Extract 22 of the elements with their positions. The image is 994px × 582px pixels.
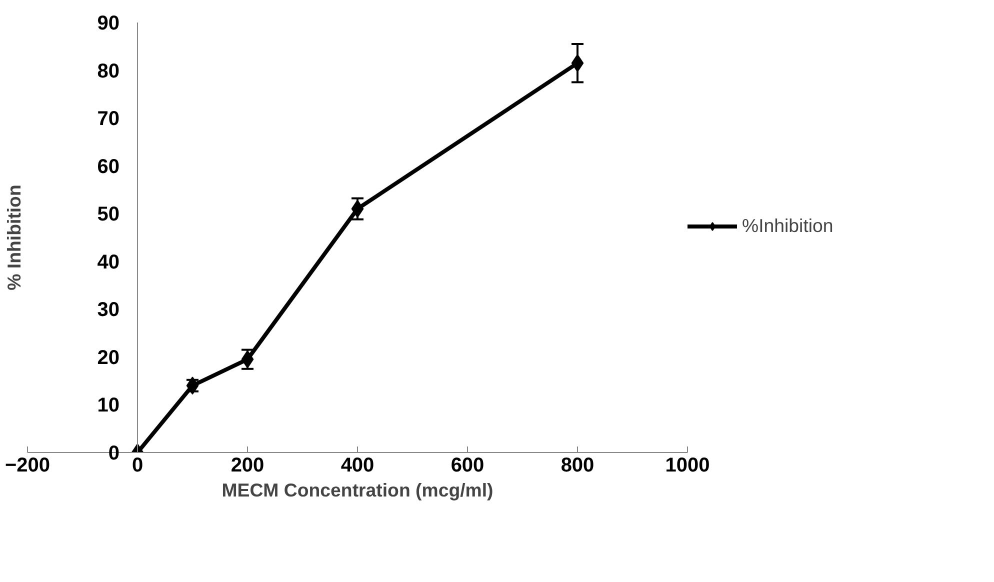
y-tick-label: 50 — [97, 204, 120, 226]
y-tick-label: 30 — [97, 299, 120, 322]
y-tick-label: 60 — [97, 156, 120, 178]
y-tick-label: 10 — [97, 394, 120, 417]
y-tick-label: 90 — [97, 12, 120, 34]
x-tick-label: 200 — [230, 454, 264, 476]
point — [186, 376, 199, 395]
x-tick-label: 0 — [132, 454, 144, 476]
x-tick-label: −200 — [4, 454, 50, 476]
x-tick-label: 800 — [560, 454, 594, 476]
legend-label: %Inhibition — [742, 215, 834, 237]
point — [571, 54, 584, 72]
x-tick-label: 600 — [450, 454, 484, 476]
y-tick-label: 20 — [97, 346, 120, 369]
y-axis-title: % Inhibition — [3, 184, 24, 290]
y-tick-label: 40 — [97, 251, 120, 274]
y-tick-label: 80 — [97, 60, 120, 82]
x-tick-label: 1000 — [665, 454, 710, 476]
x-axis-title: MECM Concentration (mcg/ml) — [222, 480, 494, 500]
point — [351, 200, 364, 218]
x-tick-label: 400 — [340, 454, 374, 476]
y-tick-label: 70 — [97, 108, 120, 130]
